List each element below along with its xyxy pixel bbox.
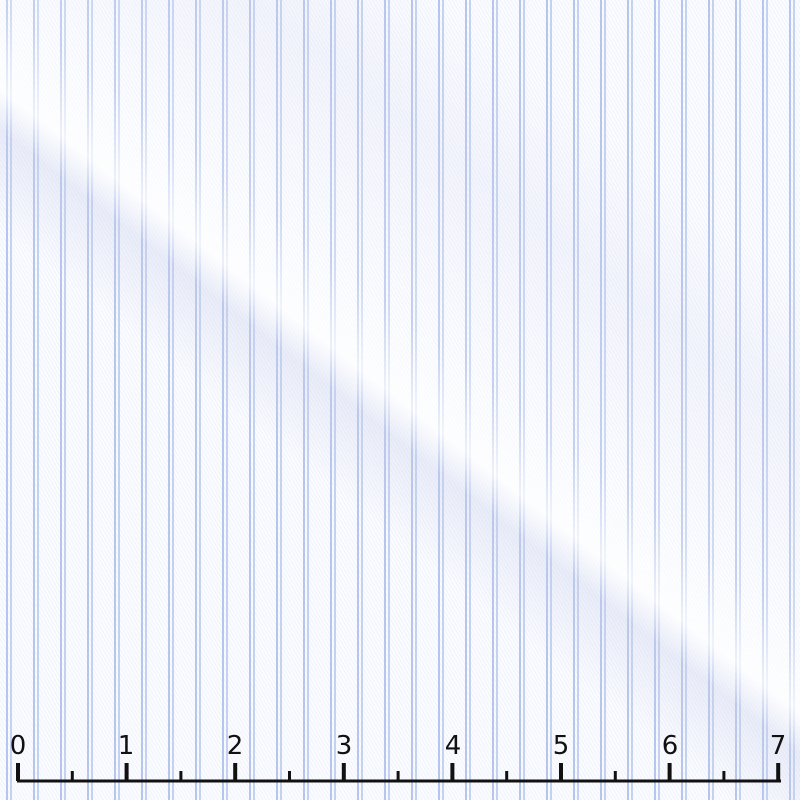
ruler-label: 6 [662,731,679,761]
ruler-label: 5 [553,731,570,761]
ruler-label: 7 [770,731,787,761]
ruler-label: 2 [227,731,244,761]
ruler-label: 0 [10,731,27,761]
ruler-label: 1 [118,731,135,761]
ruler-label: 3 [336,731,353,761]
ruler-label: 4 [445,731,462,761]
